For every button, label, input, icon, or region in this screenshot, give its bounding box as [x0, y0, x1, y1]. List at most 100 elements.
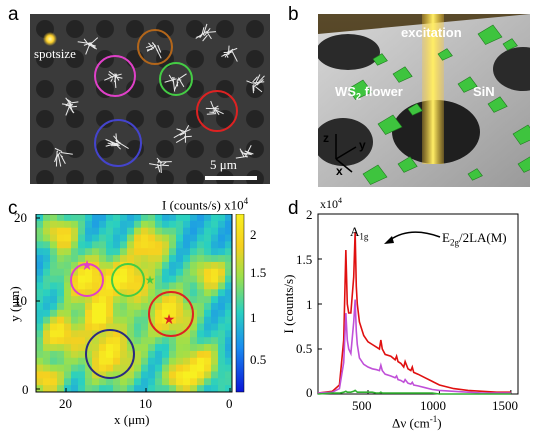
heatmap-cell [99, 214, 107, 222]
heatmap-cell [197, 371, 205, 379]
heatmap-cell [43, 364, 51, 372]
heatmap-cell [134, 282, 142, 290]
heatmap-cell [92, 378, 100, 386]
heatmap-cell [176, 275, 184, 283]
panel-c-letter: c [8, 198, 18, 219]
heatmap-cell [57, 378, 65, 386]
heatmap-cell [127, 234, 135, 242]
heatmap-cell [92, 323, 100, 331]
heatmap-cell [225, 316, 233, 325]
heatmap-cell [162, 214, 170, 222]
heatmap-cell [169, 364, 177, 372]
heatmap-cell [218, 227, 226, 236]
heatmap-cell [78, 316, 86, 325]
heatmap-cell [225, 296, 233, 304]
heatmap-cell [155, 303, 163, 311]
heatmap-cell [120, 241, 128, 249]
heatmap-cell [43, 309, 51, 318]
heatmap-cell [92, 344, 100, 352]
heatmap-cell [204, 385, 212, 393]
heatmap-cell [113, 350, 121, 359]
heatmap-cell [36, 227, 44, 236]
heatmap-cell [141, 261, 149, 270]
heatmap-cell [155, 214, 163, 222]
heatmap-cell [183, 227, 191, 236]
heatmap-cell [71, 282, 79, 290]
heatmap-cell [176, 220, 184, 229]
heatmap-cell [106, 330, 114, 338]
heatmap-cell [57, 303, 65, 311]
heatmap-cell [141, 309, 149, 318]
heatmap-cell [57, 275, 65, 283]
c-xtick-0: 0 [226, 396, 233, 411]
heatmap-cell [78, 344, 86, 352]
heatmap-cell [36, 303, 44, 311]
heatmap-cell [85, 385, 93, 393]
heatmap-cell [183, 275, 191, 283]
heatmap-cell [141, 385, 149, 393]
heatmap-cell [162, 268, 170, 277]
heatmap-cell [211, 255, 219, 263]
heatmap-cell [71, 261, 79, 270]
heatmap-cell [218, 214, 226, 222]
heatmap-cell [113, 323, 121, 331]
heatmap-cell [50, 344, 58, 352]
heatmap-cell [71, 234, 79, 242]
heatmap-cell [127, 316, 135, 325]
heatmap-cell [155, 227, 163, 236]
heatmap-cell [85, 344, 93, 352]
heatmap-cell [169, 357, 177, 366]
heatmap-cell [162, 309, 170, 318]
heatmap-cell [218, 385, 226, 393]
heatmap-cell [106, 234, 114, 242]
heatmap-cell [106, 268, 114, 277]
heatmap-cell [113, 385, 121, 393]
heatmap-cell [155, 350, 163, 359]
heatmap-cell [99, 350, 107, 359]
heatmap-cell [204, 282, 212, 290]
flake-stroke [59, 154, 66, 165]
heatmap-cell [148, 227, 156, 236]
heatmap-cell [162, 296, 170, 304]
heatmap-cell [57, 261, 65, 270]
heatmap-cell [190, 323, 198, 331]
heatmap-cell [183, 309, 191, 318]
heatmap-cell [204, 296, 212, 304]
heatmap-cell [169, 248, 177, 256]
heatmap-cell [106, 385, 114, 393]
flake-stroke [89, 41, 97, 50]
heatmap-cell [50, 330, 58, 338]
heatmap-cell [162, 227, 170, 236]
ws2-leaf [477, 24, 503, 45]
heatmap-cell [71, 385, 79, 393]
heatmap-cell [155, 344, 163, 352]
heatmap-cell [141, 344, 149, 352]
heatmap-cell [190, 261, 198, 270]
heatmap-cell [85, 234, 93, 242]
heatmap-cell [71, 227, 79, 236]
heatmap-cell [169, 220, 177, 229]
heatmap-cell [64, 248, 72, 256]
heatmap-cell [134, 344, 142, 352]
excitation-beam [422, 14, 444, 164]
heatmap-cell [190, 248, 198, 256]
heatmap-cell [204, 344, 212, 352]
heatmap-cell [92, 337, 100, 345]
flake-stroke [252, 76, 258, 83]
heatmap-cell [183, 364, 191, 372]
heatmap-cell [211, 378, 219, 386]
heatmap-cell [225, 227, 233, 236]
heatmap-cell [92, 282, 100, 290]
heatmap-cell [106, 296, 114, 304]
heatmap-cell [57, 214, 65, 222]
heatmap-cell [106, 344, 114, 352]
heatmap-cell [155, 323, 163, 331]
heatmap-cell [183, 337, 191, 345]
heatmap-cell [64, 282, 72, 290]
heatmap-cell [36, 357, 44, 366]
heatmap-cell [134, 330, 142, 338]
heatmap-cell [176, 357, 184, 366]
heatmap-cell [134, 357, 142, 366]
heatmap-cell [92, 275, 100, 283]
heatmap-cell [106, 303, 114, 311]
